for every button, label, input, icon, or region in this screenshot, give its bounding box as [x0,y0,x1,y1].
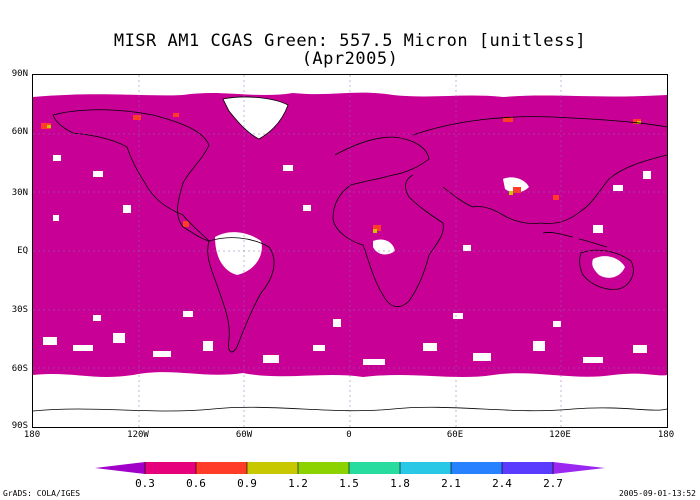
colorbar-label-0.6: 0.6 [186,477,206,490]
colorbar-segment-2 [196,462,247,474]
lat-label-90s: 90S [11,421,28,431]
greenland-no-data [223,97,288,139]
colorbar-segment-3 [247,462,298,474]
asia-coast [412,116,667,224]
lat-label-30s: 30S [11,305,28,315]
greenland-coast [222,96,289,140]
colorbar-label-2.1: 2.1 [441,477,461,490]
lon-label-120w: 120W [127,430,149,440]
colorbar-segment-8 [502,462,553,474]
lat-label-90n: 90N [11,69,28,79]
coastlines [33,96,667,412]
colorbar-label-2.7: 2.7 [543,477,563,490]
northern-ocean-gaps [53,155,651,251]
colorbar-segment-5 [349,462,400,474]
lon-label-180e: 180 [657,430,675,440]
amazon-no-data [215,232,262,275]
colorbar-label-0.3: 0.3 [135,477,155,490]
high-value-spots [41,113,641,231]
antarctic-no-data [33,372,667,427]
grads-credit: GrADS: COLA/IGES [3,489,81,498]
lat-label-30n: 30N [11,188,28,198]
europe-africa-coast [332,136,444,308]
lon-label-180w: 180 [23,430,41,440]
lat-lon-grid [33,75,667,427]
colorbar-label-1.5: 1.5 [339,477,359,490]
colorbar-segment-7 [451,462,502,474]
australia-no-data [592,256,625,278]
colorbar-label-1.2: 1.2 [288,477,308,490]
plot-title: MISR AM1 CGAS Green: 557.5 Micron [unitl… [113,31,587,51]
indonesia-coast [542,232,608,248]
lat-label-60s: 60S [11,364,28,374]
map-plot-area [32,74,668,428]
lon-label-120e: 120E [549,430,571,440]
colorbar-segment-4 [298,462,349,474]
australia-coast [579,249,634,290]
colorbar-segment-0 [95,462,145,474]
colorbar [95,462,605,474]
lat-label-eq: EQ [17,246,28,256]
medium-value-spots [47,121,641,233]
lon-label-60w: 60W [235,430,253,440]
lon-label-60e: 60E [446,430,464,440]
colorbar-segment-1 [145,462,196,474]
antarctica-coast [33,406,667,412]
colorbar-label-2.4: 2.4 [492,477,512,490]
south-america-coast [207,237,275,353]
central-asia-no-data [503,177,529,193]
colorbar-label-0.9: 0.9 [237,477,257,490]
timestamp: 2005-09-01-13:52 [618,489,696,498]
north-america-coast [52,109,211,242]
world-map [33,75,667,427]
southern-ocean-gaps [43,311,647,365]
lon-label-0: 0 [346,430,352,440]
colorbar-segment-6 [400,462,451,474]
colorbar-label-1.8: 1.8 [390,477,410,490]
central-africa-no-data [373,239,395,255]
plot-subtitle: (Apr2005) [301,49,399,69]
colorbar-segment-9 [553,462,605,474]
lat-label-60n: 60N [11,127,28,137]
